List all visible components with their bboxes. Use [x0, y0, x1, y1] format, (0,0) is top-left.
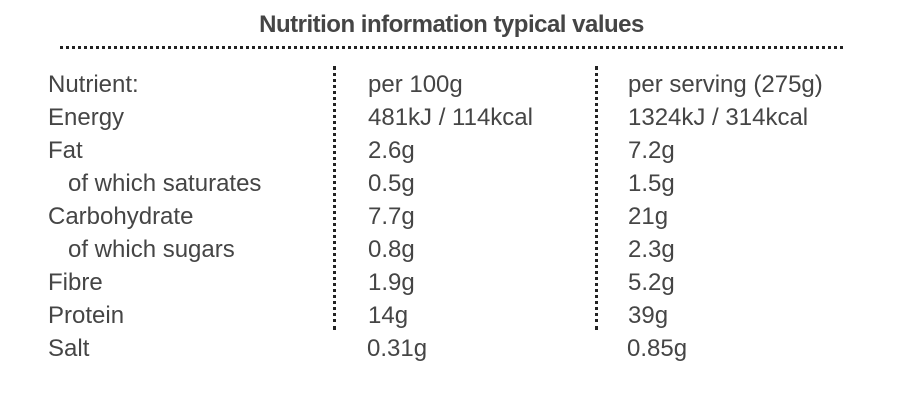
nutrient-cell: Salt — [48, 335, 90, 362]
nutrient-cell: of which sugars — [68, 236, 235, 263]
per-100g-cell: 481kJ / 114kcal — [368, 104, 533, 131]
nutrient-cell: Energy — [48, 104, 125, 131]
per-100g-cell: 2.6g — [368, 137, 415, 164]
per-serving-cell: 1324kJ / 314kcal — [628, 104, 809, 131]
per-serving-cell: 21g — [628, 203, 669, 230]
per-serving-cell: 0.85g — [627, 335, 688, 362]
per-serving-cell: 39g — [628, 302, 669, 329]
per-serving-cell: 5.2g — [628, 269, 675, 296]
header-row: Nutrient: per 100g per serving (275g) — [0, 68, 903, 101]
per-100g-cell: 0.5g — [368, 170, 415, 197]
column-divider — [595, 66, 598, 330]
per-serving-cell: 1.5g — [628, 170, 675, 197]
per-serving-cell: 2.3g — [628, 236, 675, 263]
title-divider — [60, 46, 843, 49]
header-nutrient: Nutrient: — [48, 71, 139, 98]
nutrient-cell: Fibre — [48, 269, 103, 296]
per-100g-cell: 1.9g — [368, 269, 415, 296]
table-row: Salt 0.31g 0.85g — [0, 332, 903, 365]
table-row: of which saturates 0.5g 1.5g — [0, 167, 903, 200]
per-100g-cell: 0.31g — [367, 335, 428, 362]
table-row: of which sugars 0.8g 2.3g — [0, 233, 903, 266]
nutrient-cell: Fat — [48, 137, 83, 164]
table-title: Nutrition information typical values — [259, 11, 644, 38]
table-row: Carbohydrate 7.7g 21g — [0, 200, 903, 233]
nutrient-cell: Carbohydrate — [48, 203, 194, 230]
table-row: Fibre 1.9g 5.2g — [0, 266, 903, 299]
header-per-100g: per 100g — [368, 71, 463, 98]
table-row: Protein 14g 39g — [0, 299, 903, 332]
per-100g-cell: 14g — [368, 302, 409, 329]
nutrient-cell: of which saturates — [68, 170, 262, 197]
per-100g-cell: 7.7g — [368, 203, 415, 230]
table-row: Energy 481kJ / 114kcal 1324kJ / 314kcal — [0, 101, 903, 134]
per-serving-cell: 7.2g — [628, 137, 675, 164]
per-100g-cell: 0.8g — [368, 236, 415, 263]
table-row: Fat 2.6g 7.2g — [0, 134, 903, 167]
column-divider — [333, 66, 336, 330]
header-per-serving: per serving (275g) — [628, 71, 823, 98]
nutrient-cell: Protein — [48, 302, 125, 329]
